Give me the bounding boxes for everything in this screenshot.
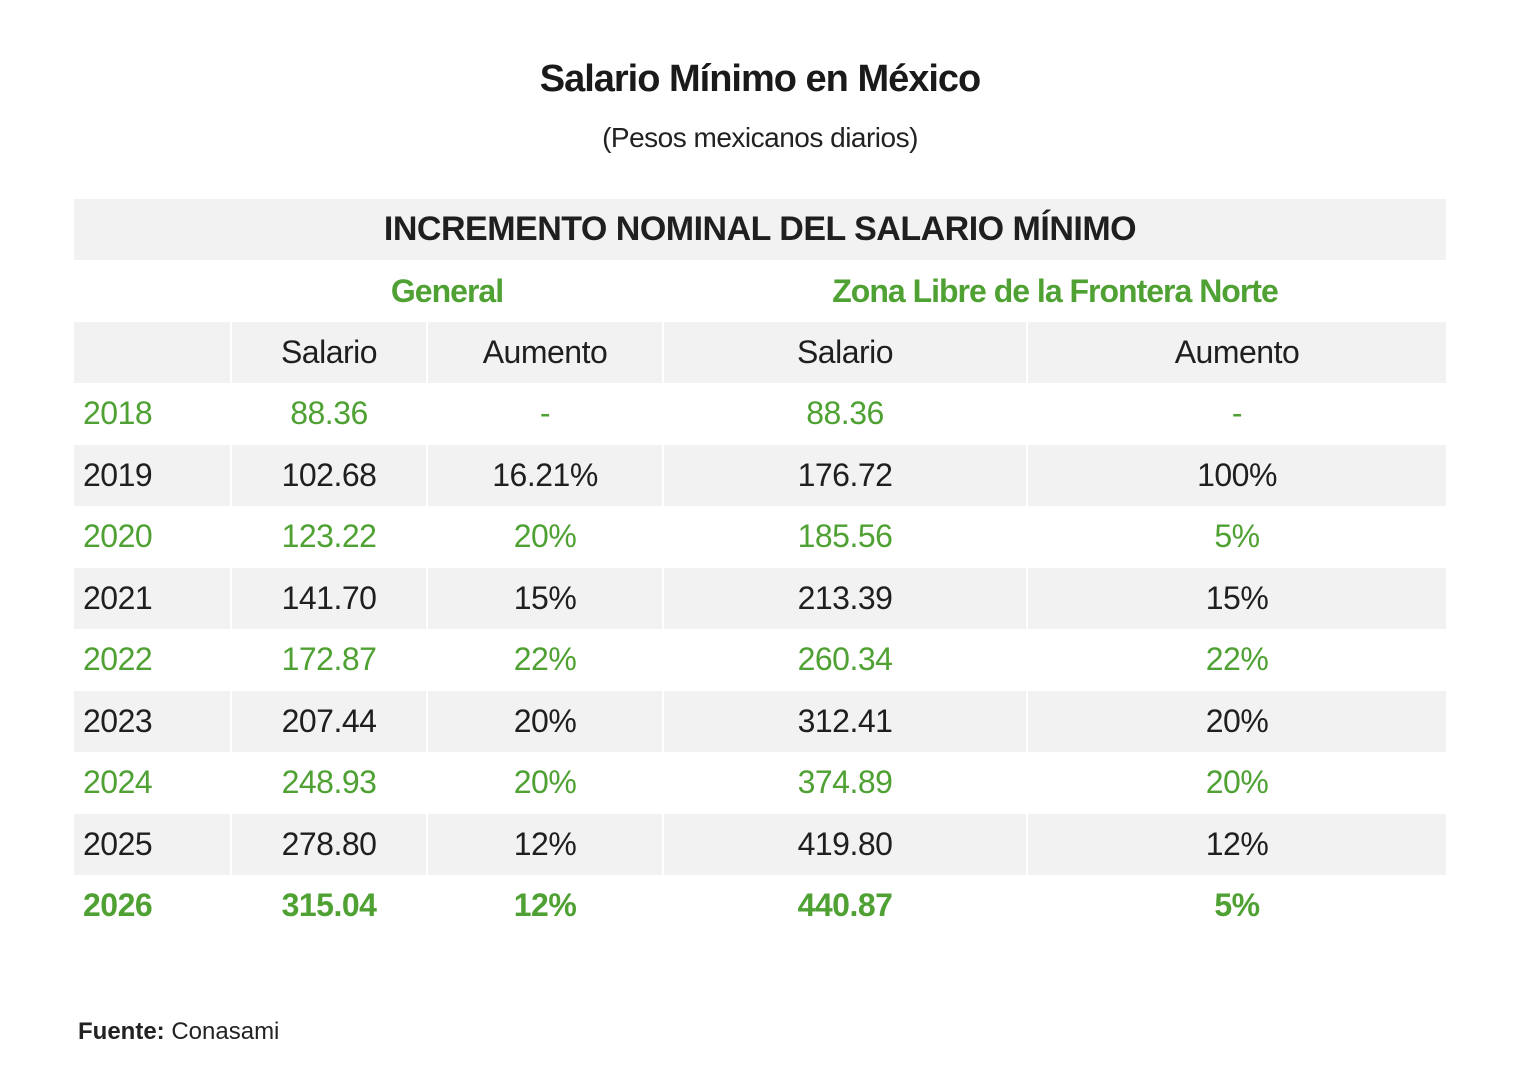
group-header: General <box>390 272 504 309</box>
row-label: 2026 <box>83 887 153 924</box>
table-cell: 248.93 <box>281 764 377 801</box>
table-cell: 16.21% <box>428 444 662 506</box>
table-cell: 260.34 <box>797 641 893 678</box>
column-header: Aumento <box>428 322 662 383</box>
footer: Fuente: Conasami <box>78 1018 279 1046</box>
title: Salario Mínimo en México <box>539 58 982 100</box>
table-cell: 12% <box>1028 813 1446 875</box>
table-cell: 22% <box>1205 641 1269 678</box>
row-label: 2024 <box>83 764 153 801</box>
row-label: 2021 <box>74 567 230 629</box>
row-label: 2018 <box>83 395 153 432</box>
row-label: 2023 <box>74 690 230 752</box>
header-cell <box>74 322 230 383</box>
group-header: Zona Libre de la Frontera Norte <box>832 272 1279 309</box>
table-cell: - <box>1231 395 1243 432</box>
table-cell: - <box>539 395 551 432</box>
column-header: Salario <box>232 322 426 383</box>
row-label: 2019 <box>74 444 230 506</box>
table-cell: 5% <box>1214 887 1260 924</box>
table-cell: 88.36 <box>806 395 884 432</box>
table-cell: 123.22 <box>281 518 377 555</box>
table-cell: 5% <box>1214 518 1260 555</box>
table-cell: 20% <box>1205 764 1269 801</box>
table-cell: 141.70 <box>232 567 426 629</box>
table-cell: 12% <box>513 887 577 924</box>
table-cell: 440.87 <box>797 887 893 924</box>
table-cell: 20% <box>513 518 577 555</box>
row-label: 2020 <box>83 518 153 555</box>
table-cell: 88.36 <box>290 395 368 432</box>
table-cell: 278.80 <box>232 813 426 875</box>
table-cell: 22% <box>513 641 577 678</box>
table-banner: INCREMENTO NOMINAL DEL SALARIO MÍNIMO <box>74 199 1446 260</box>
table-cell: 419.80 <box>664 813 1026 875</box>
footer-label: Fuente: <box>78 1018 165 1045</box>
table-cell: 102.68 <box>232 444 426 506</box>
table-cell: 20% <box>513 764 577 801</box>
table-cell: 185.56 <box>797 518 893 555</box>
table-cell: 176.72 <box>664 444 1026 506</box>
column-header: Salario <box>664 322 1026 383</box>
table-cell: 20% <box>1028 690 1446 752</box>
table-cell: 374.89 <box>797 764 893 801</box>
table-cell: 20% <box>428 690 662 752</box>
footer-source: Conasami <box>171 1018 280 1045</box>
subtitle: (Pesos mexicanos diarios) <box>602 122 918 153</box>
table-cell: 315.04 <box>281 887 377 924</box>
table-cell: 213.39 <box>664 567 1026 629</box>
table-cell: 100% <box>1028 444 1446 506</box>
row-label: 2025 <box>74 813 230 875</box>
column-header: Aumento <box>1028 322 1446 383</box>
table-cell: 207.44 <box>232 690 426 752</box>
table-cell: 15% <box>1028 567 1446 629</box>
table-cell: 15% <box>428 567 662 629</box>
table-cell: 172.87 <box>281 641 377 678</box>
table-cell: 12% <box>428 813 662 875</box>
row-label: 2022 <box>83 641 153 678</box>
table-cell: 312.41 <box>664 690 1026 752</box>
